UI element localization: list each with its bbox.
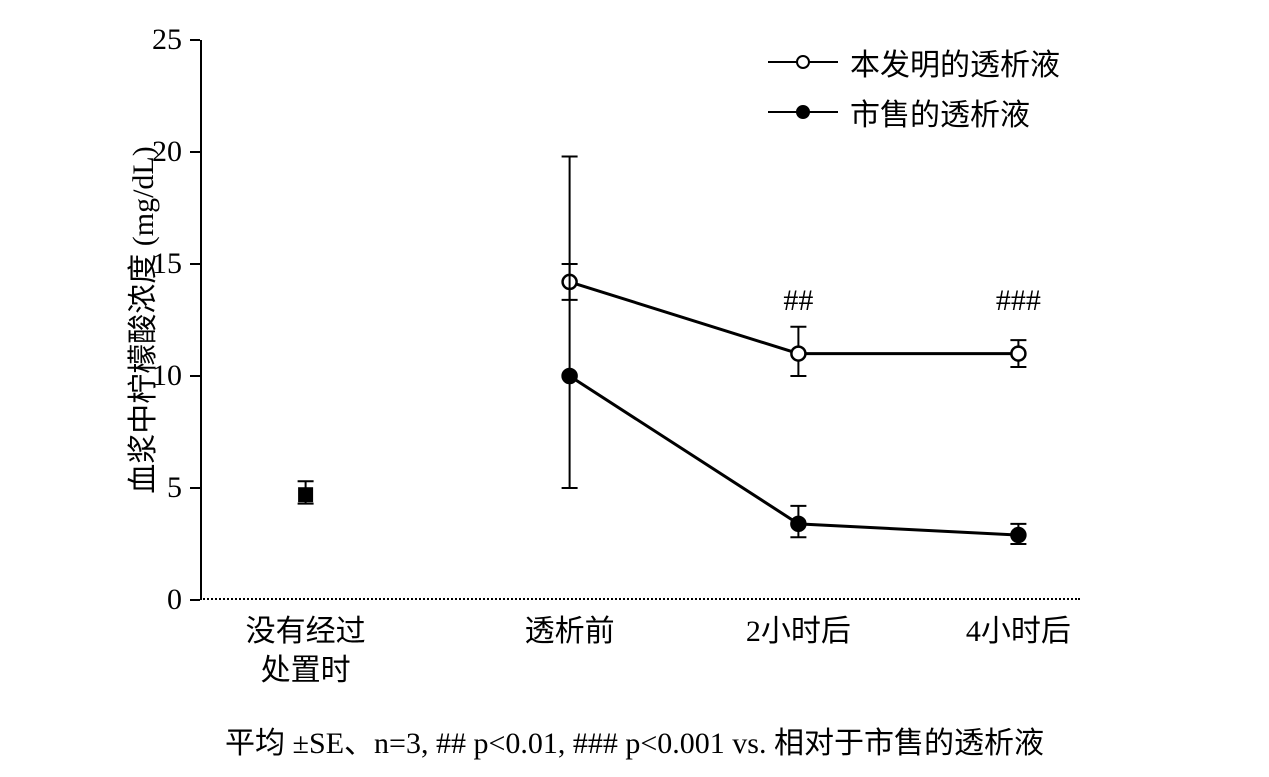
y-tick-label: 20 [152,135,182,169]
y-tick-label: 5 [167,471,182,505]
chart-container: 血浆中柠檬酸浓度 (mg/dL) 0 5 10 15 20 25 没有经过处置时 透析前 2小… [80,20,1180,700]
legend-label-invention: 本发明的透析液 [850,40,1060,84]
legend-line-commercial [768,111,838,113]
y-tick [190,599,200,601]
y-tick [190,151,200,153]
legend-item-invention: 本发明的透析液 [768,40,1060,84]
y-tick-label: 25 [152,23,182,57]
y-tick [190,39,200,41]
legend-item-commercial: 市售的透析液 [768,90,1060,134]
legend: 本发明的透析液 市售的透析液 [768,40,1060,140]
x-tick-label: 没有经过处置时 [246,612,366,690]
y-axis-title: 血浆中柠檬酸浓度 (mg/dL) [118,146,162,493]
significance-marker: ## [783,284,813,318]
y-tick-label: 0 [167,583,182,617]
chart-caption: 平均 ±SE、n=3, ## p<0.01, ### p<0.001 vs. 相… [225,718,1044,762]
legend-label-commercial: 市售的透析液 [850,90,1030,134]
y-tick [190,487,200,489]
y-tick-label: 15 [152,247,182,281]
y-tick-label: 10 [152,359,182,393]
x-tick-label: 4小时后 [966,612,1071,651]
plot-area: 血浆中柠檬酸浓度 (mg/dL) 0510152025 没有经过处置时透析前2小… [200,40,1080,600]
significance-marker: ### [996,284,1041,318]
legend-line-invention [768,61,838,63]
y-tick [190,263,200,265]
x-tick-label: 2小时后 [746,612,851,651]
x-tick-label: 透析前 [525,612,615,651]
legend-marker-open-circle-icon [796,55,810,69]
legend-marker-filled-circle-icon [796,105,810,119]
y-tick [190,375,200,377]
